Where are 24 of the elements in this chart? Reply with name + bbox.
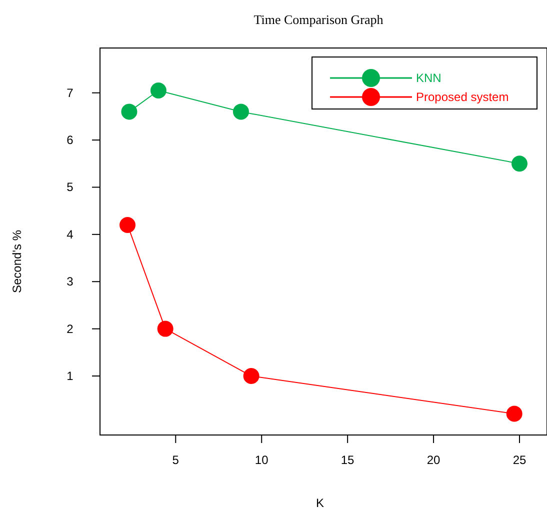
point bbox=[232, 104, 249, 120]
x-tick-label: 15 bbox=[340, 453, 355, 467]
y-tick-label: 7 bbox=[66, 86, 74, 100]
x-axis-title: K bbox=[316, 496, 324, 509]
point bbox=[511, 156, 528, 172]
y-tick-label: 6 bbox=[66, 133, 74, 148]
y-tick-label: 4 bbox=[66, 227, 74, 242]
y-axis-title: Second's % bbox=[10, 230, 24, 293]
point bbox=[157, 320, 174, 337]
point bbox=[121, 104, 138, 120]
x-tick-label: 5 bbox=[172, 453, 180, 467]
legend: KNN Proposed system bbox=[312, 56, 538, 110]
y-tick-label: 2 bbox=[66, 322, 74, 336]
point bbox=[506, 406, 522, 422]
x-tick-label: 10 bbox=[254, 453, 269, 467]
point bbox=[150, 82, 166, 98]
y-tick-label: 3 bbox=[66, 274, 74, 289]
x-tick-label: 25 bbox=[512, 453, 526, 467]
y-tick-label: 5 bbox=[66, 180, 74, 194]
point bbox=[243, 368, 260, 384]
point bbox=[120, 216, 136, 233]
chart-title: Time Comparison Graph bbox=[254, 12, 384, 27]
y-tick-label: 1 bbox=[66, 369, 74, 384]
x-tick-label: 20 bbox=[426, 453, 441, 467]
